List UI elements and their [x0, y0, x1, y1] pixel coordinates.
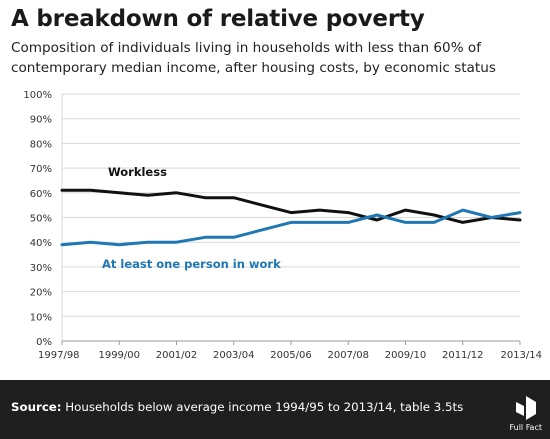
y-axis-ticks: 0% 10% 20% 30% 40% 50% 60% 70% 80% 90% 100%: [23, 90, 52, 348]
x-tick-label: 2013/14: [500, 350, 542, 361]
series-labels: Workless At least one person in work: [102, 165, 281, 271]
line-chart: 0% 10% 20% 30% 40% 50% 60% 70% 80% 90% 100% 1997/9…: [23, 90, 542, 361]
source-label: Source:: [11, 400, 62, 414]
x-tick-label: 2007/08: [327, 350, 369, 361]
y-tick-label: 20%: [30, 288, 52, 299]
series-line-in-work: [60, 208, 522, 247]
logo-text: Full Fact: [509, 423, 542, 432]
source-note: Source: Households below average income …: [11, 400, 463, 414]
x-tick-label: 2003/04: [213, 350, 255, 361]
logo-mark-icon: [516, 396, 536, 420]
y-tick-label: 0%: [36, 337, 52, 348]
x-tick-label: 2011/12: [442, 350, 484, 361]
y-tick-label: 50%: [30, 214, 52, 225]
y-tick-label: 40%: [30, 238, 52, 249]
x-tick-label: 2001/02: [156, 350, 198, 361]
footer-bar: Source: Households below average income …: [0, 380, 550, 439]
y-tick-label: 70%: [30, 164, 52, 175]
full-fact-logo: Full Fact: [502, 394, 542, 432]
y-tick-label: 90%: [30, 115, 52, 126]
gridlines: [61, 93, 520, 342]
x-tick-label: 1999/00: [98, 350, 140, 361]
x-tick-label: 2005/06: [270, 350, 312, 361]
x-tick-label: 2009/10: [385, 350, 427, 361]
series-label-workless: Workless: [108, 165, 167, 179]
series-lines: [60, 188, 522, 247]
chart-title: A breakdown of relative poverty: [11, 6, 425, 32]
source-text: Households below average income 1994/95 …: [65, 400, 464, 414]
y-tick-label: 60%: [30, 189, 52, 200]
y-tick-label: 30%: [30, 263, 52, 274]
x-tick-label: 1997/98: [38, 350, 80, 361]
y-tick-label: 10%: [30, 312, 52, 323]
y-tick-label: 80%: [30, 139, 52, 150]
x-axis-ticks: 1997/98 1999/00 2001/02 2003/04 2005/06 2007/…: [38, 341, 542, 361]
chart-subtitle: Composition of individuals living in hou…: [11, 40, 496, 76]
y-tick-label: 100%: [23, 90, 52, 101]
series-label-in-work: At least one person in work: [102, 257, 281, 271]
